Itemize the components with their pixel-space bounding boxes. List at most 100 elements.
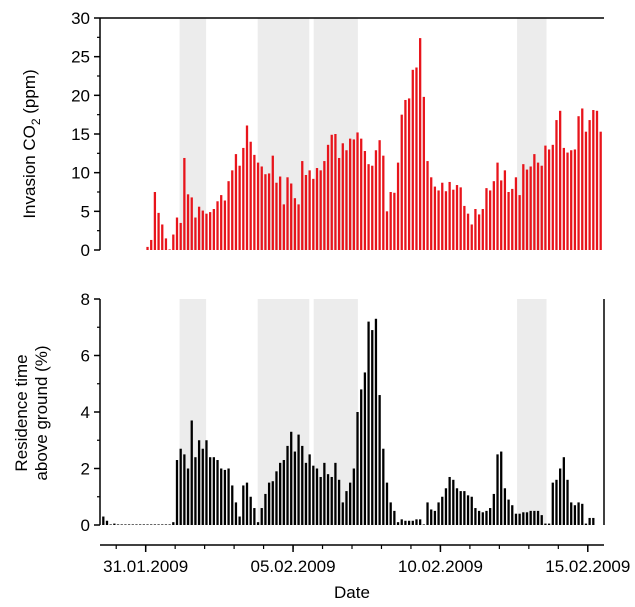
invasion-co2-bar-27 [245,125,249,250]
invasion-co2-bar-68 [396,162,400,250]
invasion-co2-bar-2 [153,192,157,250]
residence-time-bar-124 [544,523,547,525]
residence-time-bar-74 [360,389,363,525]
invasion-co2-bar-18 [212,209,215,250]
invasion-co2-bar-80 [441,182,444,250]
invasion-co2-bar-15 [201,210,204,250]
invasion-co2-bar-60 [367,164,370,250]
invasion-co2-bar-47 [319,170,322,250]
residence-time-bar-103 [466,495,470,525]
invasion-co2-bar-30 [256,162,260,250]
invasion-co2-bar-98 [507,192,510,250]
residence-time-bars [102,318,595,525]
residence-time-bar-27 [186,468,190,525]
residence-time-bar-114 [507,499,510,525]
residence-time-bar-110 [492,493,495,525]
bottom-y-axis-label-line2: above ground (%) [32,345,51,480]
invasion-co2-bar-5 [164,238,168,250]
residence-time-bar-20 [161,524,164,525]
invasion-co2-bar-100 [514,177,518,250]
invasion-co2-bar-16 [205,213,208,250]
residence-time-bar-131 [570,502,573,525]
invasion-co2-bar-9 [179,222,182,250]
residence-time-bar-12 [131,524,134,525]
invasion-co2-bar-1 [150,239,153,250]
invasion-co2-bar-6 [168,249,171,250]
invasion-co2-bar-103 [525,169,529,250]
residence-time-bar-14 [139,524,142,525]
bottom-y-tick-label-4: 8 [81,290,90,309]
residence-time-bar-77 [371,330,374,525]
residence-time-bar-32 [205,440,208,525]
invasion-co2-bar-94 [492,181,495,250]
residence-time-bar-31 [201,448,204,525]
residence-time-bar-5 [105,520,109,525]
residence-time-bar-45 [253,508,256,525]
invasion-co2-bar-58 [360,138,363,250]
invasion-co2-bar-92 [485,188,488,250]
residence-time-bar-106 [477,510,481,525]
residence-time-bar-107 [481,512,484,525]
invasion-co2-bar-110 [551,144,554,250]
residence-time-bar-17 [150,524,153,525]
top-y-tick-label-3: 15 [71,125,90,144]
residence-time-bar-51 [275,471,278,525]
invasion-co2-bar-39 [290,183,293,250]
residence-time-bar-23 [172,522,175,525]
residence-time-bar-38 [227,468,230,525]
invasion-co2-bar-86 [463,205,466,250]
invasion-co2-bar-45 [312,178,315,250]
residence-time-bar-43 [245,482,249,525]
invasion-co2-bar-120 [588,120,591,250]
invasion-co2-bar-37 [282,204,285,250]
residence-time-bar-52 [279,462,282,525]
residence-time-bar-6 [109,524,112,525]
residence-time-bar-108 [485,510,488,525]
residence-time-bar-7 [113,523,116,525]
residence-time-bar-71 [349,482,352,525]
invasion-co2-bar-43 [304,174,308,250]
residence-time-bar-129 [562,457,565,525]
invasion-co2-bar-4 [161,224,164,250]
residence-time-bar-88 [411,520,414,525]
residence-time-bar-84 [396,522,400,525]
invasion-co2-bar-3 [157,212,160,250]
residence-time-bar-49 [267,482,271,525]
invasion-co2-bar-12 [190,197,193,250]
residence-time-bar-93 [430,509,433,525]
residence-time-bar-39 [231,485,234,525]
residence-time-bar-96 [441,496,444,525]
invasion-co2-bar-121 [592,110,595,250]
invasion-co2-bar-35 [275,182,278,250]
invasion-co2-bar-21 [223,200,227,250]
invasion-co2-bar-36 [279,176,282,250]
shaded-periods [179,18,547,525]
residence-time-bar-94 [433,510,437,525]
invasion-co2-bar-111 [555,120,558,250]
top-y-tick-label-0: 0 [81,241,90,260]
residence-time-bar-28 [190,420,193,525]
invasion-co2-bar-76 [426,161,429,250]
bottom-y-tick-label-2: 4 [81,403,90,422]
residence-time-bar-57 [297,434,300,525]
invasion-co2-bar-29 [253,154,256,250]
invasion-co2-bar-112 [559,110,562,250]
invasion-co2-bar-119 [584,131,588,250]
invasion-co2-bars [146,38,602,251]
residence-time-bar-66 [330,476,333,525]
invasion-co2-bar-44 [308,170,311,250]
residence-time-bar-130 [566,479,569,525]
top-y-axis-label: Invasion CO2 (ppm) [20,69,43,218]
invasion-co2-bar-63 [378,140,381,250]
residence-time-bar-15 [142,524,145,525]
invasion-co2-bar-87 [466,213,470,250]
bottom-y-tick-label-3: 6 [81,347,90,366]
residence-time-bar-121 [533,510,536,525]
residence-time-bar-54 [286,445,289,525]
invasion-co2-bar-38 [286,177,289,250]
residence-time-bar-120 [529,510,532,525]
invasion-co2-bar-79 [437,190,440,250]
top-y-tick-label-1: 5 [81,202,90,221]
residence-time-bar-55 [290,431,293,525]
